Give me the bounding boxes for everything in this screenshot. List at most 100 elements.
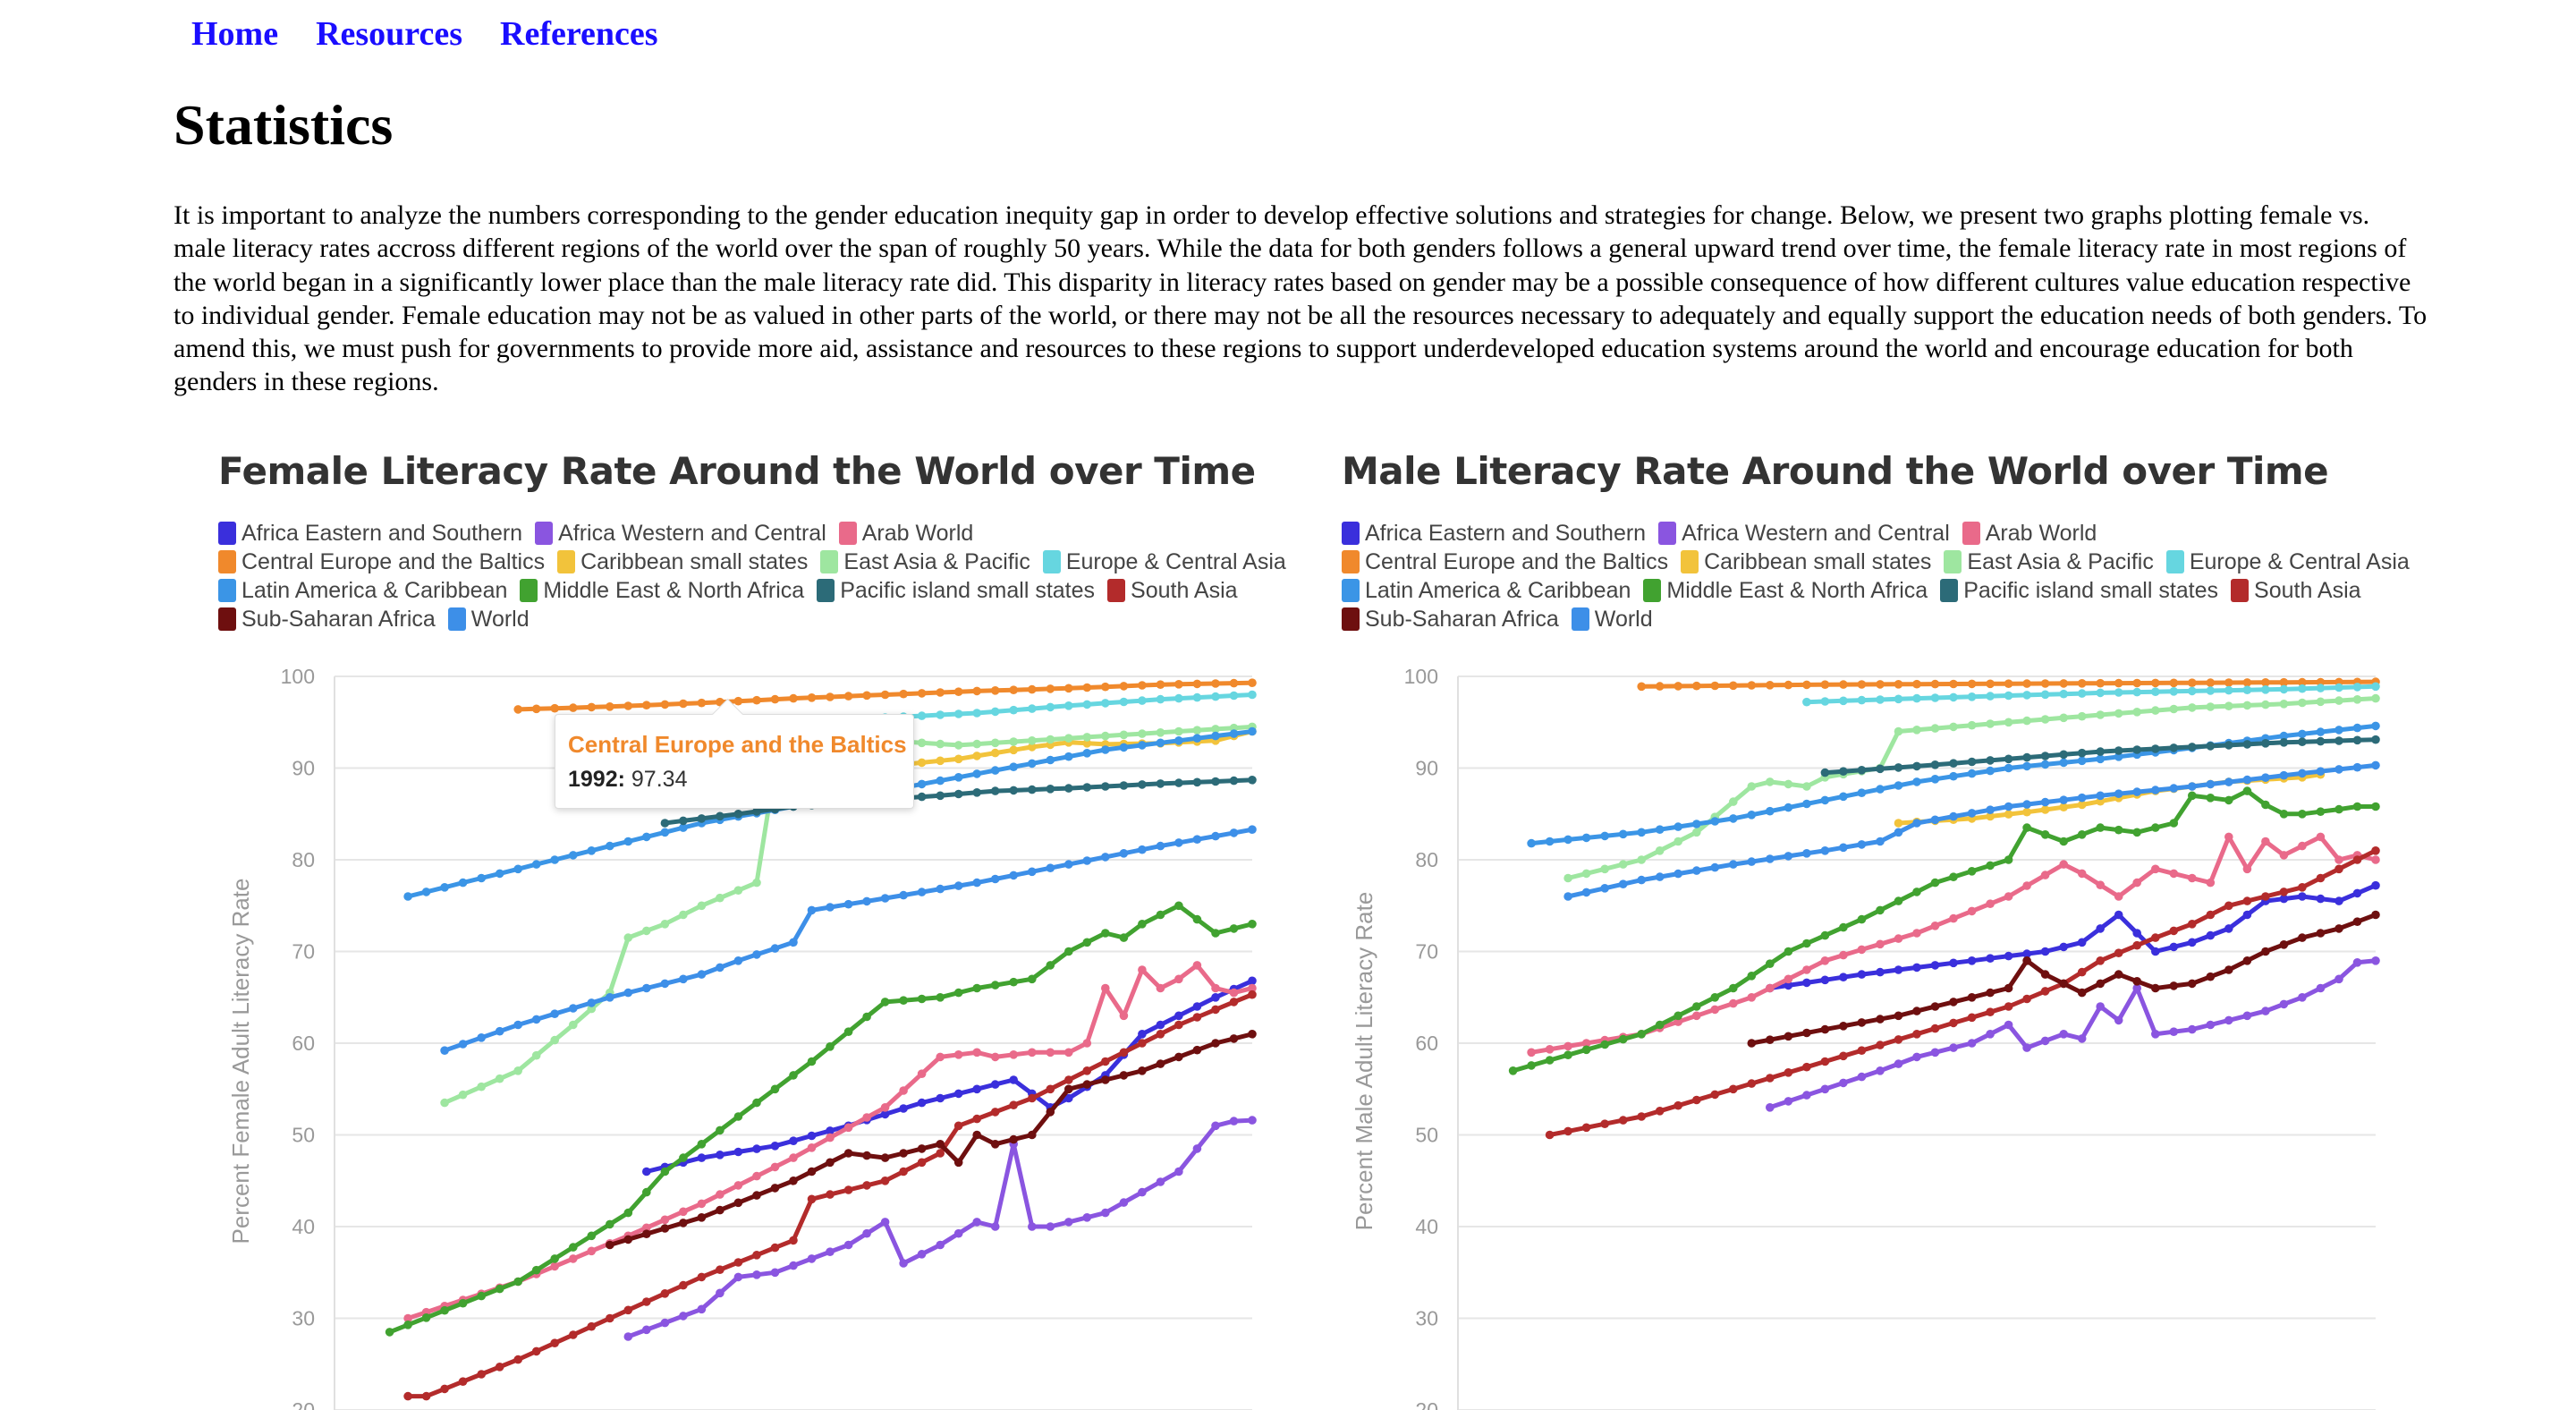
data-point[interactable] (1802, 849, 1811, 858)
data-point[interactable] (2279, 810, 2289, 819)
data-point[interactable] (1563, 873, 1572, 883)
data-point[interactable] (1839, 1078, 1848, 1088)
legend-item-europe-and-central-asia[interactable]: Europe & Central Asia (2165, 549, 2410, 574)
data-point[interactable] (1857, 1072, 1867, 1082)
data-point[interactable] (2040, 760, 2050, 769)
data-point[interactable] (1857, 1018, 1867, 1027)
series-pacific-island-small-states[interactable] (1820, 735, 2380, 777)
data-point[interactable] (1174, 838, 1183, 847)
data-point[interactable] (826, 1133, 835, 1142)
data-point[interactable] (917, 1144, 927, 1153)
data-point[interactable] (1949, 872, 1958, 881)
data-point[interactable] (843, 1185, 853, 1194)
data-point[interactable] (1028, 704, 1037, 713)
data-point[interactable] (1986, 692, 1995, 701)
data-point[interactable] (513, 1066, 522, 1075)
data-point[interactable] (1064, 701, 1073, 710)
data-point[interactable] (2188, 743, 2197, 752)
data-point[interactable] (2206, 686, 2216, 695)
data-point[interactable] (1802, 965, 1811, 974)
data-point[interactable] (1692, 866, 1701, 875)
data-point[interactable] (531, 1265, 541, 1275)
chart-plot-area[interactable]: 100 90 80 70 60 50 40 30 20 Percent Male Adult Li… (1338, 438, 2465, 1410)
data-point[interactable] (2371, 956, 2380, 965)
data-point[interactable] (1949, 913, 1958, 923)
data-point[interactable] (2059, 758, 2068, 768)
data-point[interactable] (1563, 892, 1572, 901)
data-point[interactable] (899, 1086, 908, 1095)
data-point[interactable] (1156, 910, 1165, 920)
data-point[interactable] (899, 1167, 908, 1176)
data-point[interactable] (1101, 929, 1110, 938)
data-point[interactable] (2188, 678, 2197, 687)
data-point[interactable] (1174, 901, 1183, 911)
data-point[interactable] (1009, 737, 1018, 746)
data-point[interactable] (972, 1114, 981, 1124)
data-point[interactable] (1028, 684, 1037, 694)
legend-item-sub-saharan-africa[interactable]: Sub-Saharan Africa (218, 607, 436, 632)
data-point[interactable] (1211, 993, 1220, 1002)
data-point[interactable] (1101, 731, 1110, 741)
data-point[interactable] (1839, 680, 1848, 689)
data-point[interactable] (2279, 770, 2289, 780)
data-point[interactable] (606, 702, 614, 711)
data-point[interactable] (2298, 684, 2307, 693)
data-point[interactable] (1156, 738, 1165, 748)
data-point[interactable] (1119, 697, 1129, 707)
data-point[interactable] (2040, 947, 2050, 956)
data-point[interactable] (2132, 929, 2141, 938)
data-point[interactable] (1563, 1126, 1572, 1136)
nav-link-references[interactable]: References (500, 15, 658, 53)
data-point[interactable] (2132, 940, 2141, 950)
data-point[interactable] (789, 1153, 798, 1162)
data-point[interactable] (2169, 743, 2179, 752)
data-point[interactable] (1581, 1039, 1591, 1048)
data-point[interactable] (2298, 698, 2307, 708)
data-point[interactable] (1248, 825, 1257, 834)
data-point[interactable] (2022, 716, 2031, 726)
data-point[interactable] (642, 1297, 651, 1306)
data-point[interactable] (477, 1291, 486, 1301)
data-point[interactable] (2242, 864, 2252, 874)
data-point[interactable] (2040, 970, 2050, 979)
data-point[interactable] (2077, 1034, 2087, 1043)
data-point[interactable] (2298, 737, 2307, 746)
data-point[interactable] (1876, 680, 1885, 689)
data-point[interactable] (789, 693, 798, 703)
data-point[interactable] (733, 1181, 743, 1190)
data-point[interactable] (1967, 867, 1977, 876)
data-point[interactable] (972, 788, 981, 797)
data-point[interactable] (1119, 743, 1129, 752)
data-point[interactable] (1174, 736, 1183, 745)
data-point[interactable] (1211, 731, 1220, 741)
data-point[interactable] (1082, 1039, 1092, 1048)
data-point[interactable] (2298, 729, 2307, 739)
data-point[interactable] (733, 1112, 743, 1121)
data-point[interactable] (2206, 930, 2216, 940)
data-point[interactable] (697, 698, 707, 708)
data-point[interactable] (2206, 1020, 2216, 1030)
data-point[interactable] (1912, 1007, 1921, 1015)
data-point[interactable] (862, 1151, 871, 1160)
data-point[interactable] (972, 1130, 981, 1140)
data-point[interactable] (789, 1236, 798, 1245)
data-point[interactable] (1876, 1015, 1885, 1024)
series-europe-and-central-asia[interactable] (1802, 682, 2380, 707)
data-point[interactable] (1138, 1066, 1147, 1075)
legend-item-arab-world[interactable]: Arab World (838, 521, 973, 546)
data-point[interactable] (880, 894, 890, 903)
data-point[interactable] (917, 779, 927, 789)
data-point[interactable] (1802, 697, 1811, 707)
data-point[interactable] (972, 769, 981, 778)
data-point[interactable] (2224, 685, 2233, 695)
data-point[interactable] (716, 1205, 724, 1215)
data-point[interactable] (1545, 1045, 1555, 1054)
data-point[interactable] (1766, 1103, 1775, 1112)
data-point[interactable] (1248, 776, 1257, 785)
data-point[interactable] (2059, 803, 2068, 811)
data-point[interactable] (2242, 786, 2252, 795)
data-point[interactable] (2316, 832, 2326, 842)
data-point[interactable] (1710, 862, 1720, 872)
data-point[interactable] (2316, 767, 2326, 776)
data-point[interactable] (1156, 779, 1165, 788)
